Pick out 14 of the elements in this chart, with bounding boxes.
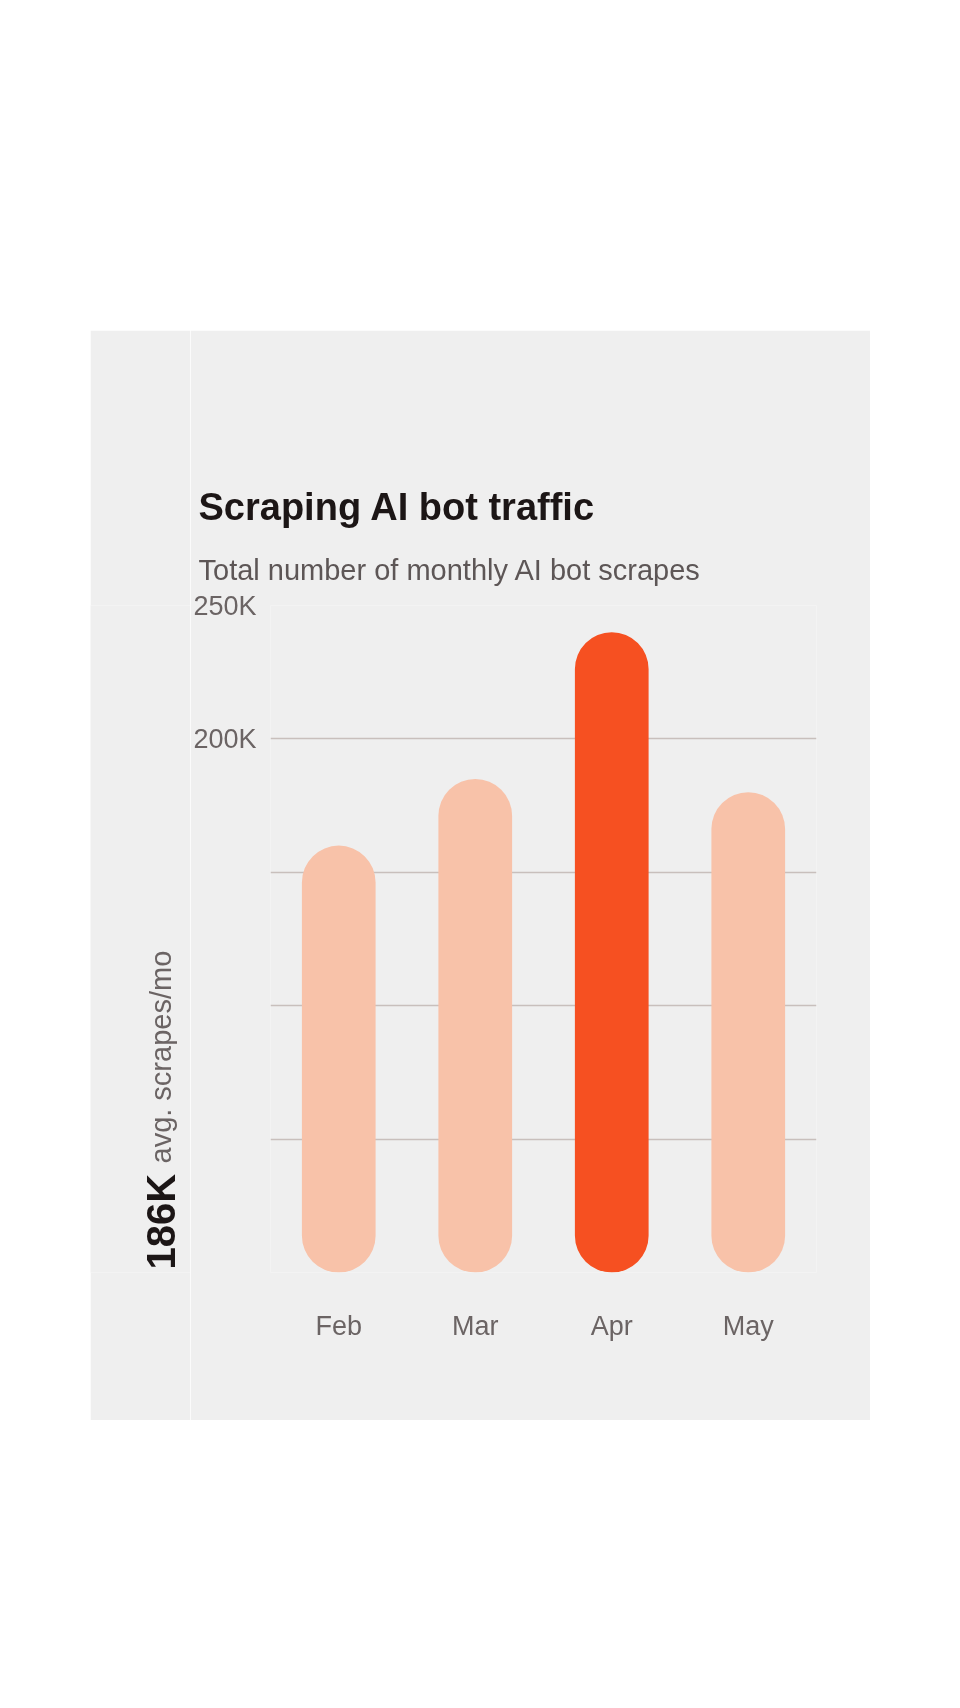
y-tick-label: 200K (193, 723, 257, 754)
bar (574, 632, 649, 1273)
bar (301, 845, 376, 1273)
chart-title: Scraping AI bot traffic (198, 485, 595, 528)
text: 186K (138, 1173, 183, 1270)
x-tick-label: Apr (590, 1310, 633, 1341)
x-tick-label: Mar (452, 1310, 499, 1341)
x-tick-label: May (722, 1310, 775, 1341)
bar (711, 792, 786, 1273)
y-tick-label: 250K (193, 590, 257, 621)
bar (438, 778, 513, 1273)
chart-subtitle: Total number of monthly AI bot scrapes (198, 553, 700, 586)
text: avg. scrapes/mo (144, 950, 177, 1164)
x-tick-label: Feb (315, 1310, 363, 1341)
